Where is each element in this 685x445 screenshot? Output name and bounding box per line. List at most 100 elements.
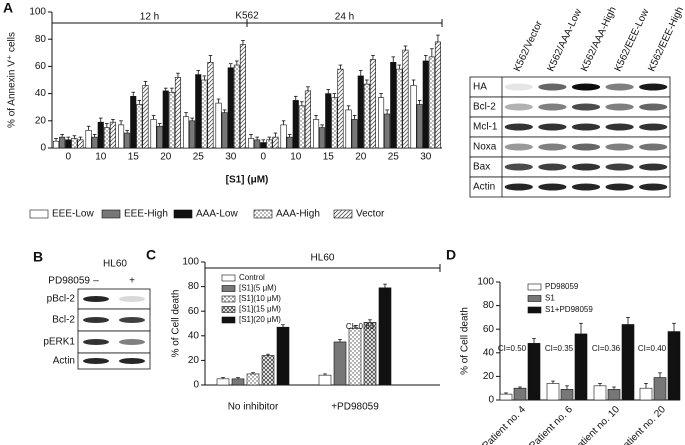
band (119, 296, 145, 302)
band (538, 123, 567, 131)
band (538, 83, 567, 91)
legend-label: EEE-High (124, 209, 168, 220)
band (119, 317, 145, 323)
y-tick-label: 80 (188, 281, 200, 292)
legend-label: S1+PD98059 (545, 305, 593, 314)
error-bar (235, 60, 239, 66)
bar (607, 389, 621, 401)
bar (499, 393, 513, 401)
error-bar (255, 136, 259, 140)
x-tick-label: Patient no. 6 (528, 404, 576, 445)
error-bar (352, 114, 357, 120)
error-bar (86, 125, 91, 131)
lane-label: K562/EEE-High (646, 5, 685, 73)
error-bar (403, 45, 408, 51)
error-bar (98, 117, 103, 123)
bar (254, 139, 261, 149)
bar (124, 132, 131, 149)
legend-swatch (221, 285, 236, 292)
x-tick-label: 0 (65, 152, 71, 163)
error-bar (66, 136, 71, 140)
legend-label: [S1](10 μM) (239, 294, 281, 303)
y-axis-label: % of Cell death (460, 307, 471, 375)
lane-label: – (93, 276, 99, 287)
error-bar (358, 70, 363, 76)
bar (574, 333, 588, 401)
error-bar (216, 98, 221, 104)
error-bar (598, 383, 602, 386)
row-label: Bcl-2 (52, 315, 75, 326)
bar (216, 378, 230, 386)
bar (286, 136, 293, 149)
x-tick-label: 30 (420, 152, 432, 163)
bar (621, 324, 635, 401)
x-tick-label: +PD98059 (331, 402, 379, 413)
bar (71, 138, 78, 149)
bar (266, 139, 273, 149)
error-bar (267, 136, 272, 140)
band (571, 103, 601, 111)
y-tick-label: 80 (35, 34, 47, 45)
y-tick-label: 40 (188, 330, 200, 341)
bar (434, 41, 442, 149)
legend-label: [S1](20 μM) (239, 315, 281, 324)
error-bar (131, 91, 136, 97)
error-bar (249, 133, 253, 139)
x-tick-label: Patient no. 4 (481, 404, 529, 445)
band (571, 123, 601, 131)
bar (422, 60, 429, 149)
group-label: 12 h (140, 12, 159, 23)
x-tick-label: 15 (323, 152, 335, 163)
bar (156, 125, 163, 149)
error-bar (430, 48, 434, 57)
band (83, 358, 109, 364)
row-label: Actin (53, 356, 75, 367)
bar (377, 97, 385, 149)
x-tick-label: 0 (260, 152, 266, 163)
error-bar (261, 139, 266, 143)
bar (142, 85, 149, 149)
bar (363, 321, 377, 386)
y-tick-label: 40 (483, 347, 495, 358)
bar (513, 387, 527, 401)
band (538, 143, 567, 151)
bar (272, 136, 279, 149)
panel-label: B (33, 249, 43, 265)
error-bar (251, 372, 255, 374)
x-tick-label: 10 (290, 152, 302, 163)
row-label: Actin (473, 182, 495, 193)
annotation: CI=0.63 (346, 322, 375, 331)
treatment-label: PD98059 (48, 276, 90, 287)
error-bar (105, 123, 109, 128)
error-bar (306, 86, 310, 91)
bar (174, 76, 181, 149)
error-bar (346, 105, 351, 110)
bar (189, 120, 196, 149)
bar (233, 64, 240, 149)
bar (59, 136, 66, 149)
bar (357, 75, 364, 149)
legend-swatch (29, 209, 49, 219)
band (639, 103, 668, 111)
error-bar (202, 75, 207, 80)
legend-label: Vector (356, 209, 385, 220)
error-bar (644, 383, 648, 389)
panel-label: A (3, 0, 13, 16)
row-label: Noxa (473, 142, 497, 153)
bar (136, 104, 143, 149)
y-tick-label: 0 (40, 143, 46, 154)
y-tick-label: 60 (35, 61, 47, 72)
x-axis-label: [S1] (μM) (226, 175, 269, 186)
error-bar (518, 386, 522, 389)
row-label: pBcl-2 (47, 294, 76, 305)
annotation: CI=0.40 (638, 344, 667, 353)
error-bar (314, 114, 318, 120)
error-bar (626, 316, 630, 325)
bar (298, 105, 305, 149)
bar (312, 119, 320, 149)
legend-swatch (221, 274, 236, 282)
band (571, 83, 601, 91)
error-bar (338, 64, 343, 70)
error-bar (92, 133, 97, 138)
bar (325, 93, 332, 149)
